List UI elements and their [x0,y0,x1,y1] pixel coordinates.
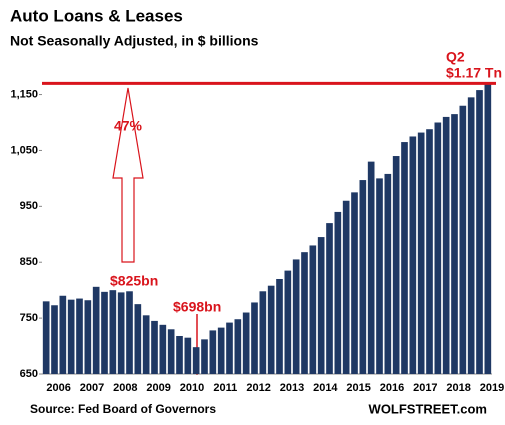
bar [351,192,358,374]
x-tick-label: 2018 [446,382,470,394]
bar [217,327,225,374]
x-tick-label: 2006 [46,382,70,394]
x-tick-label: 2016 [380,382,404,394]
bar [417,132,425,374]
x-tick-label: 2012 [246,382,270,394]
bar [209,330,217,374]
x-tick-label: 2017 [413,382,437,394]
bar [92,286,100,374]
x-tick-label: 2007 [80,382,104,394]
bar [309,245,317,374]
bar [226,322,233,374]
bar [84,300,92,374]
bar [126,291,133,374]
bar [76,298,83,374]
bar [101,291,108,374]
bar [42,301,50,374]
annotation: $698bn [173,299,221,315]
bar [359,180,367,374]
bar [259,291,267,374]
bar [292,259,300,374]
bar [142,315,150,374]
bar [434,122,442,374]
y-tick-label: 650 [20,368,38,380]
y-tick-label: 1,050 [10,144,38,156]
x-tick-label: 2013 [280,382,304,394]
bar [384,173,392,374]
x-tick-label: 2010 [180,382,204,394]
bar [476,90,483,374]
bar [234,319,242,374]
bar [392,156,400,374]
bar [342,200,350,374]
source: Source: Fed Board of Governors [30,402,216,416]
bar [151,320,158,374]
chart-subtitle: Not Seasonally Adjusted, in $ billions [10,33,259,49]
bar [401,142,408,374]
annotation: $825bn [110,273,158,289]
bar [242,312,250,374]
x-tick-label: 2009 [146,382,170,394]
bar [109,290,117,374]
bar [484,83,492,374]
x-tick-label: 2014 [313,382,338,394]
x-tick-label: 2015 [346,382,370,394]
bar [367,161,375,374]
bar [134,304,142,374]
bar [326,223,333,374]
x-tick-label: 2008 [113,382,137,394]
bar [251,302,258,374]
x-tick-label: 2011 [213,382,237,394]
bar [451,114,458,375]
bar [317,237,325,374]
bar [409,136,417,374]
y-tick-label: 950 [20,200,38,212]
bar [267,285,275,374]
bar [301,252,308,374]
bar [176,335,183,374]
bar [51,305,58,374]
y-tick-label: 850 [20,256,38,268]
arrow [112,87,144,263]
bar [276,278,283,374]
bar [334,211,342,374]
bar [201,339,208,374]
y-tick-label: 750 [20,312,38,324]
bar [284,270,292,374]
bar [159,324,167,374]
bar [192,347,200,374]
y-tick-label: 1,150 [10,88,38,100]
annotation: Q2 [446,49,465,65]
bar [442,116,450,374]
x-tick-label: 2019 [480,382,504,394]
annotation: 47% [114,118,143,134]
bar [59,295,67,374]
bar [67,299,75,374]
annotation: $1.17 Tn [446,65,502,81]
bar [467,97,475,375]
chart-title: Auto Loans & Leases [10,6,183,25]
bar [167,329,175,374]
bar [376,178,383,374]
credit: WOLFSTREET.com [369,401,487,416]
bar [184,337,192,374]
bar [117,292,125,374]
bar [459,105,467,375]
bar [426,129,433,374]
